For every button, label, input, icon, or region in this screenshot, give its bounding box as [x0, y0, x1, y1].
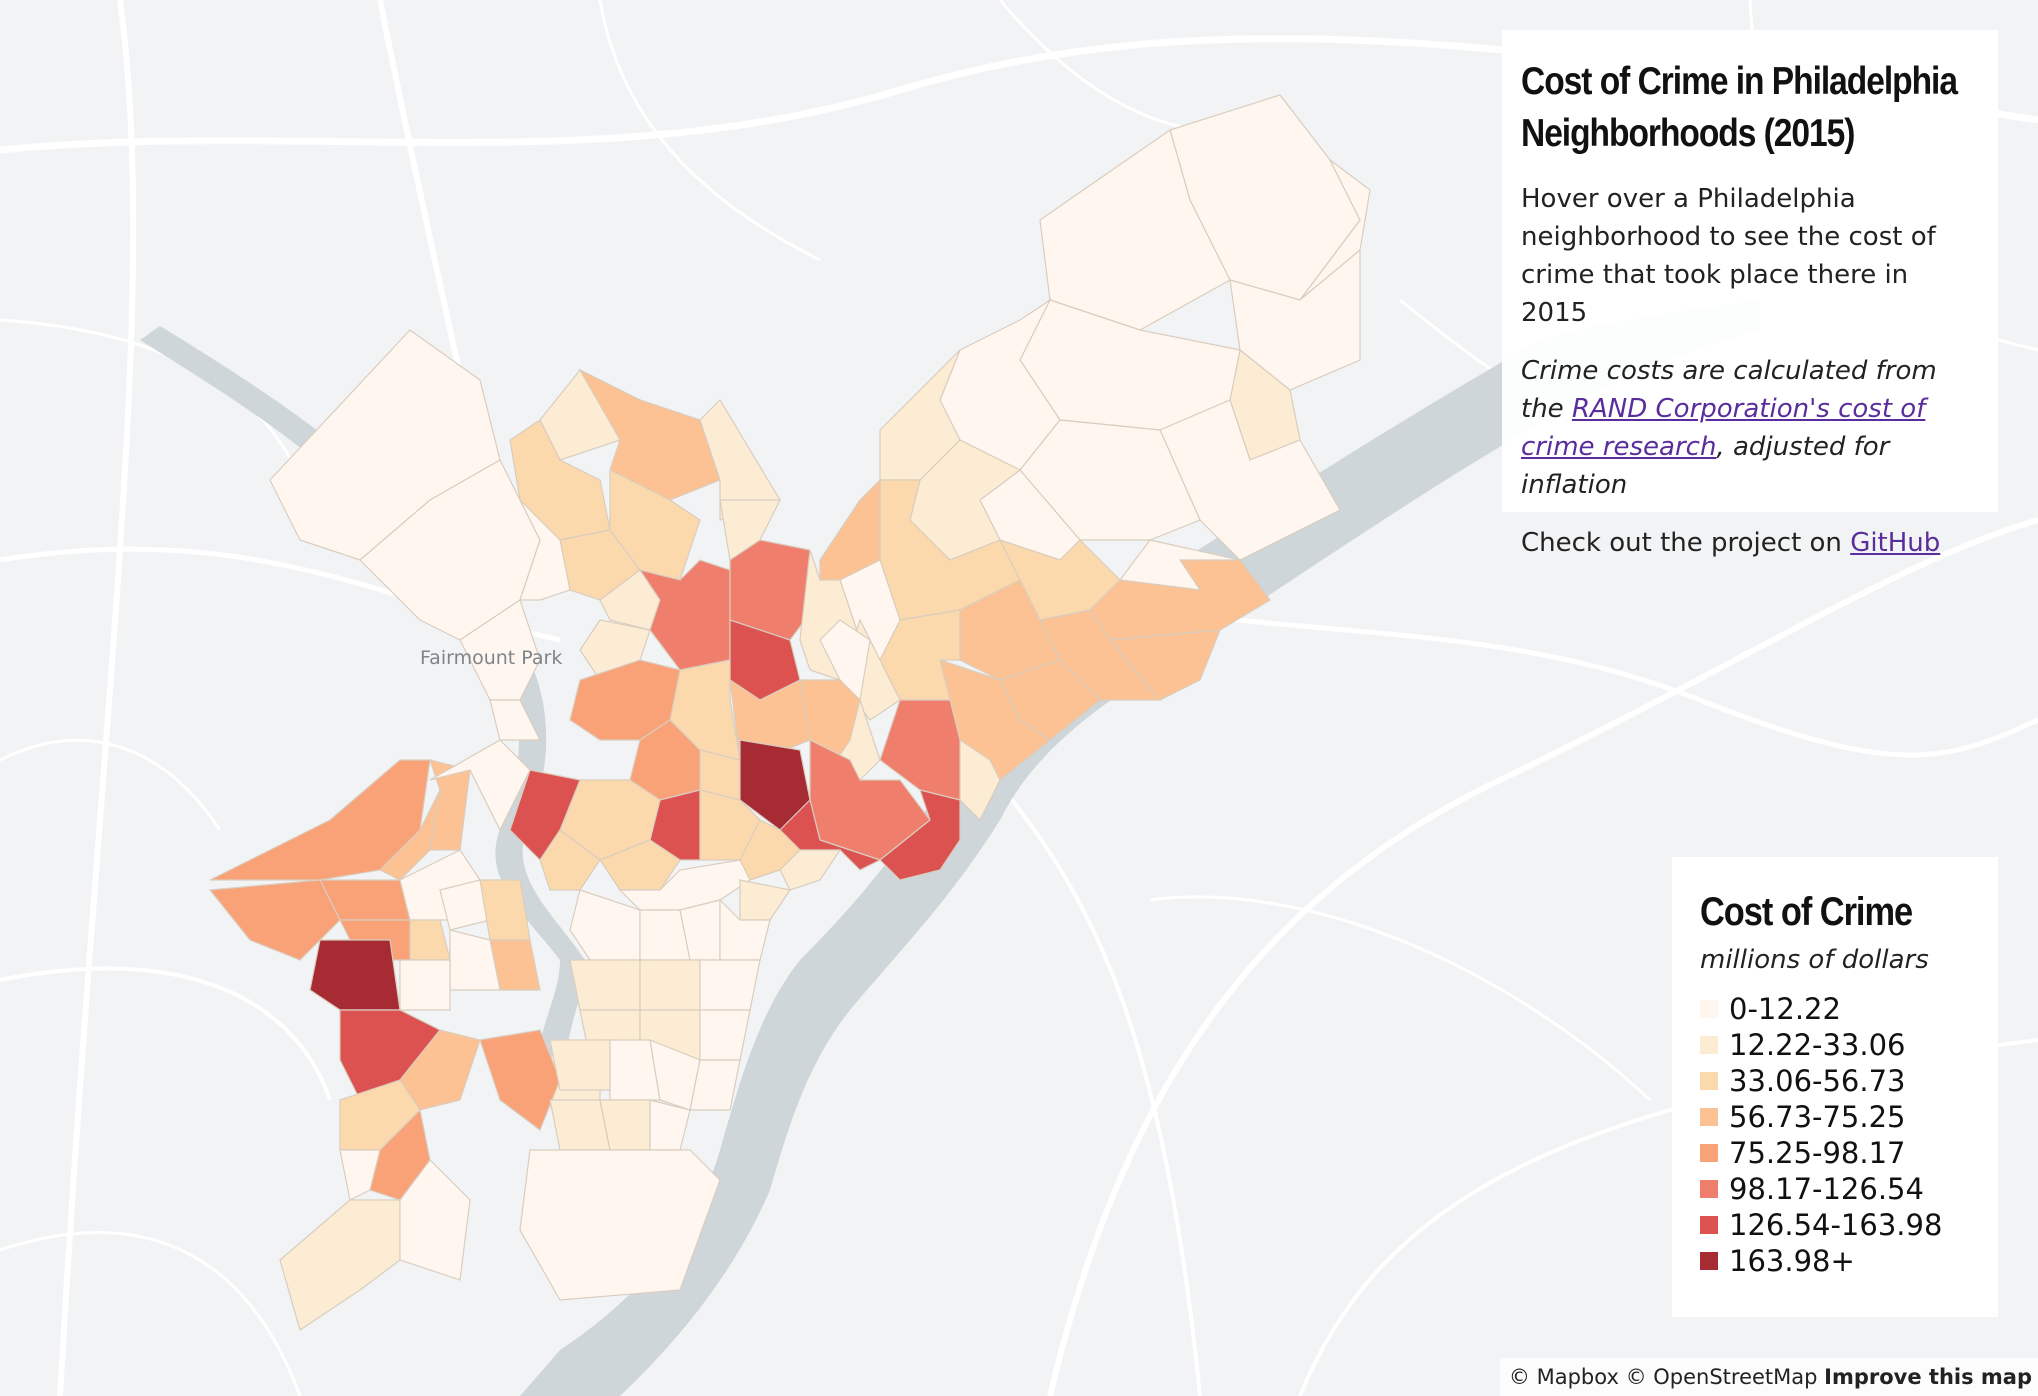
place-label-text: Fairmount Park — [420, 647, 562, 669]
github-link[interactable]: GitHub — [1850, 528, 1941, 558]
legend-swatch — [1700, 1072, 1718, 1090]
neighborhood-manayunk[interactable] — [519, 499, 571, 601]
neighborhood-west-philly-1[interactable] — [409, 919, 451, 961]
improve-map-link[interactable]: Improve this map — [1824, 1365, 2032, 1389]
neighborhood-polygons-center[interactable] — [479, 859, 791, 1301]
methodology-note: Crime costs are calculated from the RAND… — [1521, 352, 1978, 504]
legend-label: 163.98+ — [1729, 1244, 1855, 1278]
legend-subtitle: millions of dollars — [1700, 945, 1929, 975]
legend-swatch — [1700, 1108, 1718, 1126]
legend-swatch — [1700, 1000, 1718, 1018]
neighborhood-manayunk-west[interactable] — [429, 739, 531, 832]
legend-item: 12.22-33.06 — [1700, 1027, 1998, 1063]
legend-swatch — [1700, 1180, 1718, 1198]
neighborhood-polygons-west[interactable] — [208, 759, 541, 1331]
info-panel: Cost of Crime in Philadelphia Neighborho… — [1502, 30, 1998, 558]
map-attribution: © Mapbox © OpenStreetMap Improve this ma… — [1500, 1358, 2038, 1396]
legend-label: 0-12.22 — [1729, 992, 1841, 1026]
neighborhood-feltonville[interactable] — [819, 619, 871, 702]
neighborhood-cedar-park[interactable] — [399, 959, 451, 1011]
legend-item: 56.73-75.25 — [1700, 1099, 1998, 1135]
neighborhood-port-richmond[interactable] — [879, 789, 961, 881]
neighborhood-spring-garden[interactable] — [599, 839, 681, 891]
osm-attribution-link[interactable]: © OpenStreetMap — [1625, 1365, 1818, 1389]
neighborhood-south-philly-7[interactable] — [689, 1059, 741, 1111]
neighborhood-polygons[interactable] — [819, 94, 1371, 801]
neighborhood-graduate-hospital[interactable] — [639, 959, 701, 1011]
github-prefix: Check out the project on — [1521, 528, 1851, 558]
neighborhood-grays-ferry[interactable] — [549, 1039, 611, 1091]
neighborhood-south-philly-3[interactable] — [699, 1009, 751, 1061]
neighborhood-center-city-4[interactable] — [719, 898, 771, 961]
github-note: Check out the project on GitHub — [1521, 524, 1978, 562]
legend-label: 33.06-56.73 — [1729, 1064, 1906, 1098]
legend-label: 12.22-33.06 — [1729, 1028, 1906, 1062]
legend-item: 75.25-98.17 — [1700, 1135, 1998, 1171]
neighborhood-polygons-north[interactable] — [269, 329, 1001, 891]
neighborhood-roxborough-south[interactable] — [459, 599, 541, 701]
neighborhood-west-kensington[interactable] — [779, 849, 842, 891]
neighborhood-center-city-1[interactable] — [569, 889, 641, 961]
neighborhood-navy-yard[interactable] — [519, 1149, 721, 1301]
legend-label: 56.73-75.25 — [1729, 1100, 1906, 1134]
neighborhood-far-northeast-7[interactable] — [1159, 399, 1341, 561]
legend-label: 126.54-163.98 — [1729, 1208, 1943, 1242]
legend-label: 75.25-98.17 — [1729, 1136, 1906, 1170]
legend-title: Cost of Crime — [1700, 890, 1913, 934]
legend-swatch — [1700, 1216, 1718, 1234]
legend-item: 0-12.22 — [1700, 991, 1998, 1027]
map-legend: Cost of Crime millions of dollars 0-12.2… — [1672, 857, 1998, 1317]
neighborhood-point-breeze[interactable] — [479, 1029, 561, 1131]
legend-item: 33.06-56.73 — [1700, 1063, 1998, 1099]
neighborhood-polygons-outer-west[interactable] — [429, 599, 541, 832]
neighborhood-airport[interactable] — [399, 1159, 471, 1281]
neighborhood-port-richmond-e[interactable] — [959, 738, 1001, 822]
legend-item: 98.17-126.54 — [1700, 1171, 1998, 1207]
neighborhood-cobbs-creek[interactable] — [309, 939, 401, 1011]
legend-swatch — [1700, 1036, 1718, 1054]
neighborhood-old-city[interactable] — [739, 879, 791, 921]
neighborhood-washington-square[interactable] — [699, 959, 761, 1011]
neighborhood-cecil-b-moore[interactable] — [539, 829, 601, 891]
neighborhood-southwest[interactable] — [279, 1199, 401, 1331]
info-description: Hover over a Philadelphia neighborhood t… — [1521, 184, 1936, 328]
neighborhood-wissinoming[interactable] — [1108, 629, 1221, 701]
legend-items: 0-12.22 12.22-33.06 33.06-56.73 56.73-75.25… — [1700, 991, 1998, 1279]
neighborhood-overbrook[interactable] — [209, 759, 431, 881]
legend-item: 163.98+ — [1700, 1243, 1998, 1279]
legend-swatch — [1700, 1144, 1718, 1162]
methodology-prefix: Crime costs are calculated from the — [1521, 356, 1937, 424]
legend-item: 126.54-163.98 — [1700, 1207, 1998, 1243]
rand-research-link[interactable]: RAND Corporation's cost of crime researc… — [1521, 394, 1926, 462]
neighborhood-rittenhouse[interactable] — [569, 959, 641, 1011]
neighborhood-wissahickon[interactable] — [489, 699, 541, 741]
legend-label: 98.17-126.54 — [1729, 1172, 1924, 1206]
neighborhood-eastwick-2[interactable] — [339, 1149, 381, 1201]
mapbox-attribution-link[interactable]: © Mapbox — [1508, 1365, 1619, 1389]
legend-swatch — [1700, 1252, 1718, 1270]
methodology-suffix: , adjusted for inflation — [1521, 432, 1890, 500]
page-title: Cost of Crime in Philadelphia Neighborho… — [1521, 60, 1958, 155]
neighborhood-germantown-n[interactable] — [578, 368, 721, 501]
